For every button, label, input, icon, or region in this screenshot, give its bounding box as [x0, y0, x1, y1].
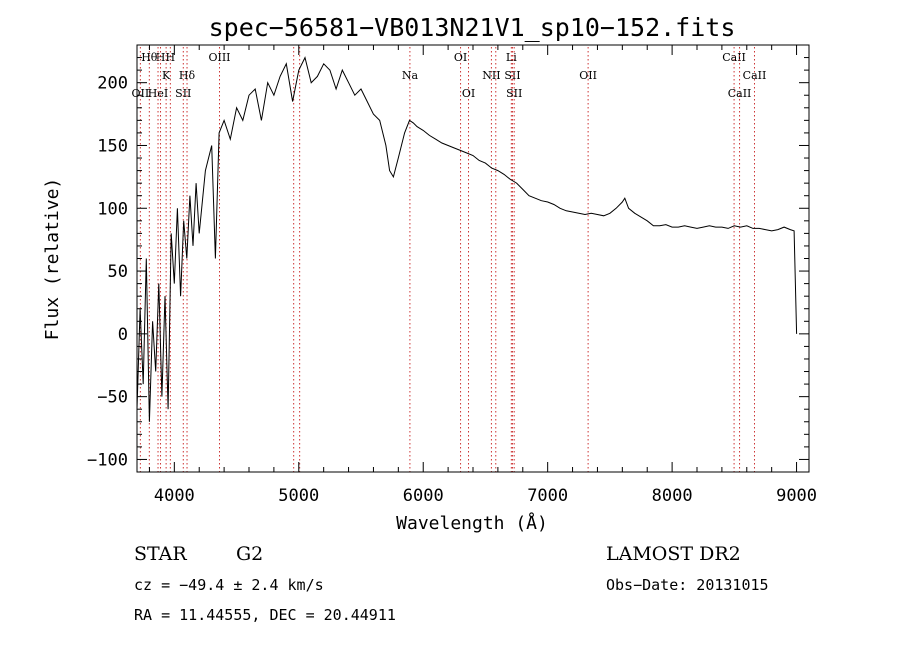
line-marker-label: OI: [462, 87, 475, 100]
line-marker-label: CaII: [743, 69, 767, 82]
spectrum-line: [136, 56, 798, 422]
x-axis-title: Wavelength (Å): [396, 512, 548, 534]
line-marker-label: OI: [454, 51, 467, 64]
line-marker-label: SII: [175, 87, 191, 100]
y-tick-label: 200: [97, 74, 128, 94]
x-tick-label: 5000: [278, 486, 319, 506]
line-marker-label: Na: [402, 69, 419, 82]
y-tick-label: 150: [97, 136, 128, 156]
line-marker-label: OII: [132, 87, 150, 100]
line-marker-label: Hθ: [141, 51, 158, 64]
y-axis-title: Flux (relative): [42, 178, 63, 341]
x-tick-label: 7000: [527, 486, 568, 506]
velocity: cz = −49.4 ± 2.4 km/s: [134, 576, 324, 594]
line-marker-label: CaII: [722, 51, 746, 64]
line-marker-label: H: [156, 51, 166, 64]
y-tick-label: 100: [97, 199, 128, 219]
line-marker-label: SII: [504, 69, 520, 82]
coordinates: RA = 11.44555, DEC = 20.44911: [134, 606, 396, 624]
line-marker-label: OIII: [208, 51, 230, 64]
line-marker-label: SII: [506, 87, 522, 100]
x-tick-label: 4000: [154, 486, 195, 506]
line-marker-label: NII: [482, 69, 500, 82]
line-marker-label: Hδ: [179, 69, 196, 82]
line-marker-label: OII: [579, 69, 597, 82]
line-marker-label: Li: [506, 51, 517, 64]
line-marker-label: HeI: [148, 87, 168, 100]
y-axis: −100 −50 0 50 100 150 200: [87, 44, 809, 473]
obs-date: Obs−Date: 20131015: [606, 576, 769, 594]
line-marker-label: H: [166, 51, 176, 64]
x-tick-label: 9000: [776, 486, 817, 506]
x-axis: 4000 5000 6000 7000 8000 9000: [148, 45, 817, 506]
spectral-subclass: G2: [236, 543, 263, 565]
x-tick-label: 6000: [403, 486, 444, 506]
plot-frame: [136, 44, 810, 473]
line-marker-label: CaII: [728, 87, 752, 100]
y-tick-label: −100: [87, 450, 128, 470]
line-marker-label: K: [162, 69, 171, 82]
spectrum-series: [136, 56, 798, 422]
x-tick-label: 8000: [652, 486, 693, 506]
survey-name: LAMOST DR2: [606, 543, 741, 565]
object-type: STAR: [134, 543, 187, 565]
y-tick-label: 0: [118, 325, 128, 345]
y-tick-label: −50: [97, 388, 128, 408]
y-tick-label: 50: [108, 262, 128, 282]
chart-title: spec−56581−VB013N21V1_sp10−152.fits: [209, 13, 736, 42]
